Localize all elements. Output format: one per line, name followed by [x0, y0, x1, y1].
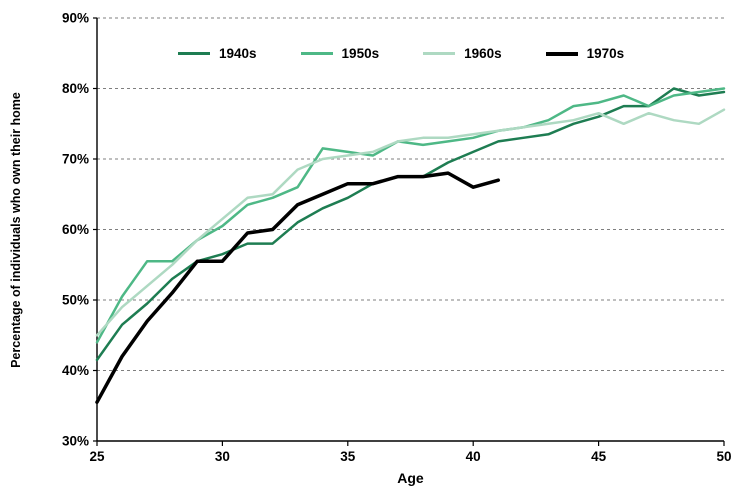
legend-item-1960s: 1960s — [423, 46, 502, 61]
legend-label-1960s: 1960s — [464, 46, 502, 61]
legend-item-1970s: 1970s — [545, 46, 625, 61]
legend-swatch-1940s — [178, 52, 210, 55]
y-tick-label: 60% — [62, 222, 89, 237]
series-line-1960s — [95, 108, 726, 337]
legend-swatch-1970s — [545, 51, 578, 56]
legend-item-1950s: 1950s — [300, 46, 380, 61]
y-tick-label: 70% — [62, 152, 89, 167]
x-tick-label: 45 — [591, 449, 607, 464]
x-tick-label: 35 — [340, 449, 356, 464]
legend-label-1950s: 1950s — [341, 46, 380, 61]
y-tick-label: 80% — [62, 81, 89, 96]
x-axis-title: Age — [397, 470, 424, 486]
legend-item-1940s: 1940s — [178, 46, 257, 61]
y-axis-title: Percentage of individuals who own their … — [9, 92, 23, 368]
y-tick-label: 40% — [62, 363, 89, 378]
series-line-1970s — [95, 171, 501, 404]
y-tick-label: 30% — [62, 434, 89, 449]
legend: 1940s 1950s 1960s 1970s — [178, 46, 624, 61]
series-line-1940s — [95, 87, 726, 362]
y-tick-label: 90% — [62, 11, 89, 26]
y-tick-label: 50% — [62, 293, 89, 308]
x-tick-label: 30 — [215, 449, 230, 464]
legend-label-1970s: 1970s — [586, 46, 625, 61]
x-tick-label: 25 — [89, 449, 105, 464]
series-line-1950s — [95, 87, 726, 344]
x-tick-label: 50 — [716, 449, 731, 464]
x-tick-label: 40 — [466, 449, 481, 464]
legend-swatch-1950s — [300, 52, 333, 55]
legend-label-1940s: 1940s — [219, 46, 257, 61]
legend-swatch-1960s — [423, 52, 456, 55]
